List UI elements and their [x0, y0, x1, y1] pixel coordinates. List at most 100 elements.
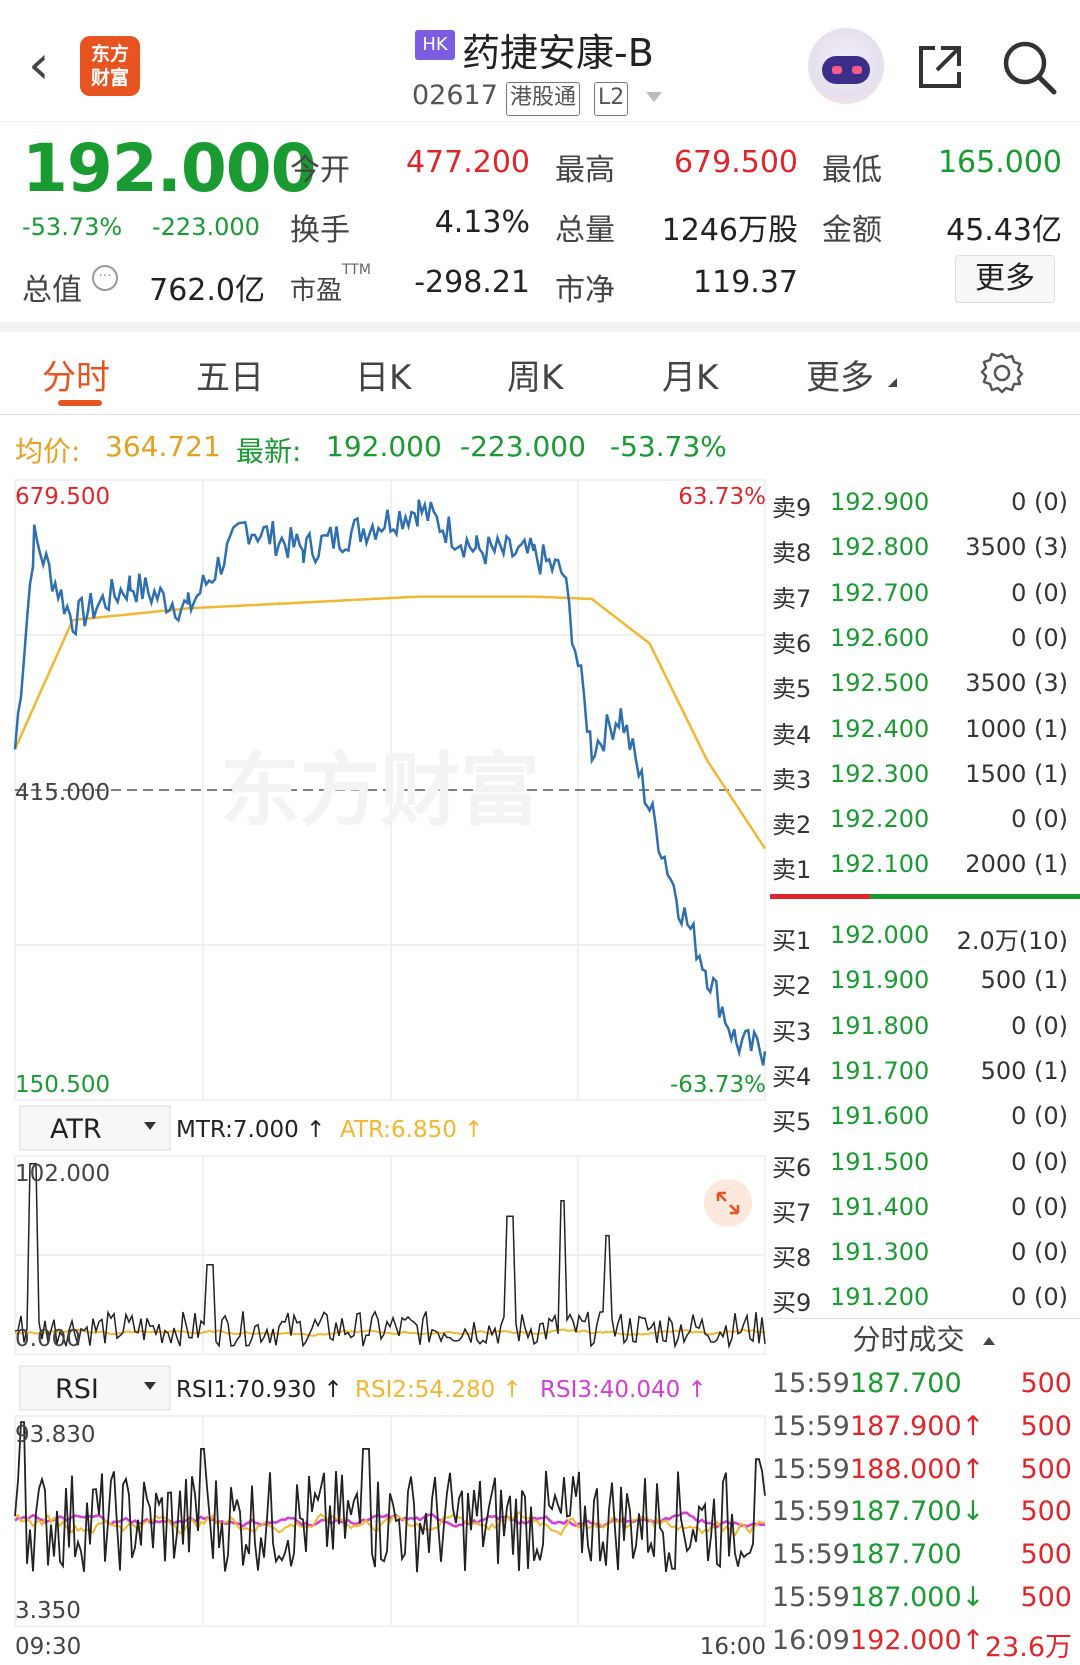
ask-price: 192.300: [830, 759, 930, 788]
bid-row[interactable]: 买7 191.400 0 (0): [768, 1185, 1080, 1230]
bid-row[interactable]: 买2 191.900 500 (1): [768, 958, 1080, 1003]
ask-row[interactable]: 卖9 192.900 0 (0): [768, 480, 1080, 525]
trade-time: 15:59: [772, 1496, 850, 1528]
bid-volume: 0 (0): [1011, 1147, 1068, 1176]
more-quote-button[interactable]: 更多: [955, 255, 1055, 303]
ask-row[interactable]: 卖1 192.100 2000 (1): [768, 842, 1080, 887]
bid-row[interactable]: 买5 191.600 0 (0): [768, 1094, 1080, 1139]
tab-daily-k[interactable]: 日K: [355, 358, 412, 398]
high-label: 最高: [555, 153, 615, 188]
bid-price: 191.300: [830, 1238, 930, 1267]
intraday-chart[interactable]: 东方财富 679.500 63.73% 415.000 150.500 -63.…: [0, 478, 770, 1665]
time-end-label: 16:00: [700, 1634, 766, 1660]
bid-price: 191.900: [830, 966, 930, 995]
change-amount: -223.000: [152, 213, 260, 241]
time-start-label: 09:30: [15, 1634, 81, 1660]
market-cap-value: 762.0亿: [149, 273, 265, 308]
bid-level-label: 买3: [772, 1017, 812, 1046]
bid-row[interactable]: 买1 192.000 2.0万(10): [768, 913, 1080, 958]
amount-value: 45.43亿: [946, 213, 1062, 248]
last-price: 192.000: [22, 130, 317, 207]
ask-price: 192.100: [830, 850, 930, 879]
trade-row: 15:59 188.000↑ 500: [768, 1448, 1080, 1491]
rsi3-value: RSI3:40.040 ↑: [540, 1377, 707, 1403]
ask-price: 192.800: [830, 533, 930, 562]
atr-selector[interactable]: [19, 1105, 171, 1151]
latest-change: -223.000: [460, 430, 586, 463]
ask-level-label: 卖5: [772, 675, 812, 704]
section-divider: [0, 322, 1080, 332]
trades-header[interactable]: 分时成交: [768, 1318, 1080, 1360]
more-info-icon[interactable]: ···: [92, 265, 118, 291]
trade-row: 16:09 192.000↑ 23.6万: [768, 1619, 1080, 1663]
ask-volume: 1000 (1): [965, 714, 1068, 743]
stock-name: 药捷安康-B: [462, 31, 654, 75]
bid-price: 191.700: [830, 1056, 930, 1085]
turnover-value: 4.13%: [434, 205, 530, 240]
tab-weekly-k[interactable]: 周K: [507, 358, 564, 398]
bid-level-label: 买8: [772, 1244, 812, 1273]
trade-volume: 500: [1020, 1496, 1072, 1528]
bid-row[interactable]: 买3 191.800 0 (0): [768, 1004, 1080, 1049]
ask-row[interactable]: 卖6 192.600 0 (0): [768, 616, 1080, 661]
tab-divider: [0, 414, 1080, 415]
rsi-bottom-label: 3.350: [15, 1598, 81, 1624]
tab-five-day[interactable]: 五日: [196, 358, 264, 398]
bid-row[interactable]: 买4 191.700 500 (1): [768, 1049, 1080, 1094]
ask-row[interactable]: 卖7 192.700 0 (0): [768, 571, 1080, 616]
back-icon[interactable]: ‹: [28, 33, 50, 96]
volume-value: 1246万股: [661, 213, 798, 248]
ask-volume: 0 (0): [1011, 623, 1068, 652]
bid-level-label: 买1: [772, 927, 812, 955]
ask-row[interactable]: 卖3 192.300 1500 (1): [768, 752, 1080, 797]
price-mid-label: 415.000: [15, 780, 110, 806]
atr-mtr-value: MTR:7.000 ↑: [176, 1117, 325, 1143]
expand-button[interactable]: [704, 1179, 752, 1227]
bid-row[interactable]: 买6 191.500 0 (0): [768, 1140, 1080, 1185]
ask-level-label: 卖9: [772, 494, 812, 522]
ask-row[interactable]: 卖5 192.500 3500 (3): [768, 661, 1080, 706]
trades-title: 分时成交: [852, 1323, 965, 1356]
bid-price: 191.800: [830, 1011, 930, 1040]
bid-row[interactable]: 买9 191.200 0 (0): [768, 1275, 1080, 1320]
latest-price: 192.000: [326, 430, 442, 463]
rsi-selector[interactable]: [19, 1365, 171, 1411]
tab-monthly-k[interactable]: 月K: [662, 358, 719, 398]
settings-gear-icon[interactable]: [980, 350, 1024, 394]
logo-text-bottom: 财富: [90, 67, 129, 89]
tab-more[interactable]: 更多: [806, 358, 874, 398]
ask-row[interactable]: 卖8 192.800 3500 (3): [768, 525, 1080, 570]
bid-volume: 2.0万(10): [956, 927, 1068, 955]
bid-price: 191.600: [830, 1102, 930, 1131]
latest-percent: -53.73%: [610, 430, 727, 463]
bid-volume: 0 (0): [1011, 1283, 1068, 1312]
bid-level-label: 买9: [772, 1289, 812, 1318]
atr-atr-value: ATR:6.850 ↑: [340, 1117, 483, 1143]
ask-volume: 3500 (3): [965, 669, 1068, 698]
ask-level-label: 卖3: [772, 765, 812, 794]
stock-switch-caret-icon[interactable]: [646, 92, 662, 102]
ask-volume: 0 (0): [1011, 805, 1068, 834]
market-badge: HK: [415, 30, 455, 60]
volume-label: 总量: [555, 213, 615, 248]
connect-tag: 港股通: [506, 82, 581, 116]
high-value: 679.500: [673, 145, 798, 180]
bid-price: 191.200: [830, 1283, 930, 1312]
avg-price-label: 均价:: [15, 435, 81, 468]
trades-caret-icon: [983, 1337, 996, 1345]
tab-intraday[interactable]: 分时: [42, 358, 110, 398]
atr-top-label: 102.000: [15, 1161, 110, 1187]
bid-volume: 0 (0): [1011, 1238, 1068, 1267]
search-icon[interactable]: [1000, 38, 1058, 96]
trade-time: 15:59: [772, 1582, 850, 1613]
trade-row: 15:59 187.700 500: [768, 1362, 1080, 1405]
ask-level-label: 卖6: [772, 629, 812, 658]
ask-price: 192.400: [830, 714, 930, 743]
share-icon[interactable]: [915, 42, 965, 92]
bid-row[interactable]: 买8 191.300 0 (0): [768, 1230, 1080, 1275]
pct-top-label: 63.73%: [678, 484, 766, 510]
trade-row: 15:59 187.700↓ 500: [768, 1490, 1080, 1533]
ask-row[interactable]: 卖2 192.200 0 (0): [768, 797, 1080, 842]
pb-value: 119.37: [693, 265, 798, 300]
ask-row[interactable]: 卖4 192.400 1000 (1): [768, 707, 1080, 752]
